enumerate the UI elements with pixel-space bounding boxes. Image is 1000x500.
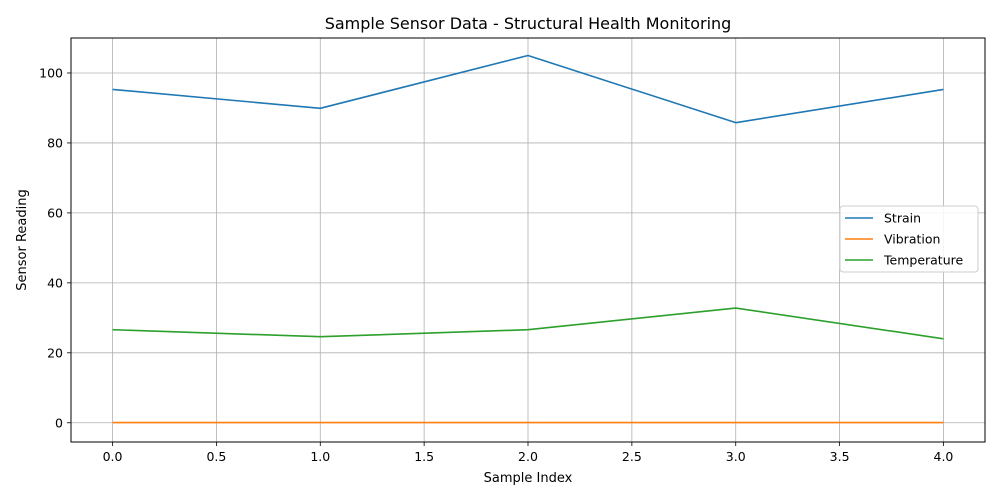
y-tick-label: 40 xyxy=(47,275,63,290)
x-axis-label: Sample Index xyxy=(484,471,573,486)
x-tick-label: 3.0 xyxy=(726,449,746,464)
axis-ticks: 0.0 0.5 1.0 1.5 2.0 2.5 3.0 3.5 4.0 0 20 40 60 80 100 xyxy=(39,65,953,464)
y-axis-label: Sensor Reading xyxy=(15,189,30,290)
x-tick-label: 1.5 xyxy=(414,449,434,464)
legend-entry: Strain xyxy=(884,211,921,226)
legend: Strain Vibration Temperature xyxy=(839,205,979,273)
x-tick-label: 1.0 xyxy=(310,449,330,464)
y-tick-label: 0 xyxy=(55,415,63,430)
y-tick-label: 60 xyxy=(47,205,63,220)
x-tick-label: 4.0 xyxy=(934,449,954,464)
legend-entry: Vibration xyxy=(884,232,940,247)
series-line-strain xyxy=(112,54,944,124)
x-tick-label: 0.0 xyxy=(103,449,123,464)
series-line-temperature xyxy=(112,307,944,340)
chart-title: Sample Sensor Data - Structural Health M… xyxy=(325,14,732,33)
x-tick-label: 2.5 xyxy=(622,449,642,464)
series-lines xyxy=(112,54,944,424)
y-tick-label: 80 xyxy=(47,135,63,150)
x-tick-label: 3.5 xyxy=(830,449,850,464)
x-tick-label: 0.5 xyxy=(206,449,226,464)
y-tick-label: 100 xyxy=(39,65,63,80)
x-tick-label: 2.0 xyxy=(518,449,538,464)
y-tick-label: 20 xyxy=(47,345,63,360)
legend-box xyxy=(839,205,979,273)
legend-entry: Temperature xyxy=(883,253,963,268)
